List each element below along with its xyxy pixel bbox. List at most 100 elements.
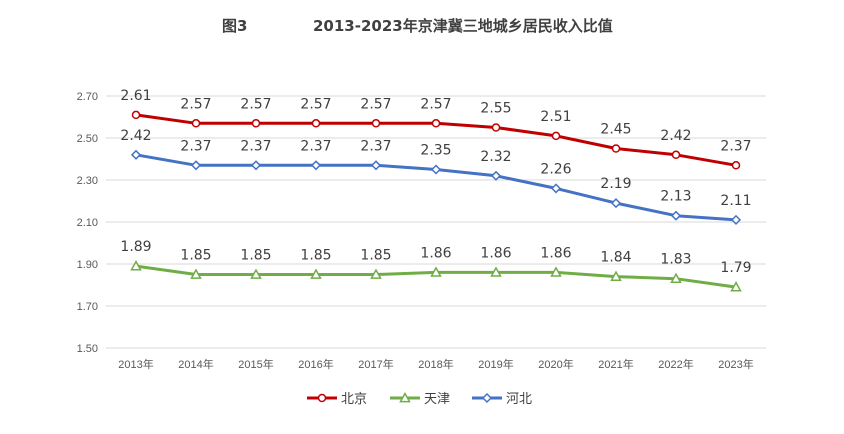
series-2 <box>130 149 742 225</box>
marker-diamond <box>310 160 322 171</box>
marker-circle <box>371 119 381 128</box>
x-tick-label: 2016年 <box>298 357 333 371</box>
y-tick-label: 1.50 <box>77 343 98 355</box>
marker-triangle <box>550 266 562 277</box>
marker-circle <box>611 144 621 153</box>
marker-triangle <box>310 268 322 279</box>
marker-triangle <box>610 270 622 281</box>
data-label: 2.13 <box>660 189 691 205</box>
x-axis-ticks: 2013年 2014年 2015年 2016年 2017年 2018年 2019年 2020年… <box>118 357 753 371</box>
data-label: 2.37 <box>720 138 751 154</box>
legend-label: 河北 <box>506 392 532 407</box>
x-tick-label: 2022年 <box>658 357 693 371</box>
y-tick-label: 1.70 <box>77 301 98 313</box>
data-label: 2.57 <box>180 96 211 112</box>
marker-triangle <box>370 268 382 279</box>
data-label: 2.37 <box>240 138 271 154</box>
marker-circle <box>251 119 261 128</box>
marker-diamond <box>670 210 682 221</box>
legend-item-2: 河北 <box>472 392 532 407</box>
data-label: 2.57 <box>420 96 451 112</box>
marker-diamond <box>250 160 262 171</box>
data-label: 2.57 <box>240 96 271 112</box>
data-label: 2.45 <box>600 122 631 138</box>
marker-circle <box>551 131 561 141</box>
x-tick-label: 2017年 <box>358 357 393 371</box>
marker-circle <box>491 123 501 132</box>
grid <box>106 95 766 349</box>
data-label: 1.89 <box>120 239 151 255</box>
marker-triangle <box>250 268 262 279</box>
data-labels: 2.61 2.57 2.57 2.57 2.57 2.57 2.55 2.51 2.45 2.42… <box>120 88 751 276</box>
chart-title: 2013-2023年京津冀三地城乡居民收入比值 <box>313 17 613 35</box>
x-tick-label: 2023年 <box>718 357 753 371</box>
marker-circle <box>431 119 441 128</box>
data-label: 2.32 <box>480 149 511 165</box>
marker-diamond <box>550 183 562 194</box>
x-tick-label: 2013年 <box>118 357 153 371</box>
x-tick-label: 2018年 <box>418 357 453 371</box>
data-label: 1.86 <box>420 245 451 261</box>
data-label: 2.37 <box>180 138 211 154</box>
x-tick-label: 2015年 <box>238 357 273 371</box>
x-tick-label: 2020年 <box>538 357 573 371</box>
marker-circle <box>731 161 741 170</box>
figure-label: 图3 <box>222 17 247 35</box>
data-label: 2.19 <box>600 176 631 192</box>
marker-circle <box>311 119 321 128</box>
data-label: 2.57 <box>300 96 331 112</box>
marker-triangle <box>670 272 682 284</box>
y-tick-label: 2.30 <box>77 175 98 187</box>
marker-diamond <box>481 392 493 404</box>
y-tick-label: 1.90 <box>77 259 98 271</box>
data-label: 1.85 <box>360 248 391 264</box>
data-label: 1.85 <box>300 248 331 264</box>
marker-diamond <box>130 149 142 160</box>
marker-circle <box>317 393 327 403</box>
marker-diamond <box>370 160 382 171</box>
data-label: 2.55 <box>480 101 511 117</box>
legend-item-0: 北京 <box>307 392 367 407</box>
data-label: 2.35 <box>420 143 451 159</box>
marker-triangle <box>490 266 502 277</box>
marker-circle <box>131 110 141 120</box>
data-label: 2.26 <box>540 161 571 177</box>
marker-diamond <box>190 160 202 171</box>
data-label: 1.86 <box>480 245 511 261</box>
data-label: 1.83 <box>660 252 691 268</box>
y-tick-label: 2.10 <box>77 217 98 229</box>
data-label: 2.61 <box>120 88 151 104</box>
marker-circle <box>191 119 201 128</box>
data-label: 2.51 <box>540 109 571 125</box>
marker-diamond <box>490 170 502 181</box>
legend-item-1: 天津 <box>390 391 450 407</box>
legend-label: 北京 <box>341 392 367 407</box>
marker-circle <box>671 150 681 160</box>
data-label: 2.37 <box>360 138 391 154</box>
x-tick-label: 2021年 <box>598 357 633 371</box>
marker-triangle <box>730 281 742 292</box>
data-label: 2.42 <box>120 128 151 144</box>
data-label: 2.37 <box>300 138 331 154</box>
marker-diamond <box>610 198 622 209</box>
x-tick-label: 2014年 <box>178 357 213 371</box>
data-label: 1.79 <box>720 260 751 276</box>
legend-label: 天津 <box>424 392 450 407</box>
data-label: 1.86 <box>540 245 571 261</box>
x-tick-label: 2019年 <box>478 357 513 371</box>
data-label: 2.11 <box>720 193 751 209</box>
marker-triangle <box>430 266 442 277</box>
marker-triangle <box>130 260 142 271</box>
legend: 北京 天津 河北 <box>307 391 532 407</box>
series <box>130 110 742 292</box>
data-label: 1.84 <box>600 250 631 266</box>
marker-triangle <box>190 268 202 279</box>
y-axis-ticks: 1.50 1.70 1.90 2.10 2.30 2.50 2.70 <box>77 91 98 355</box>
series-1 <box>130 260 742 292</box>
data-label: 1.85 <box>240 248 271 264</box>
series-0 <box>131 110 741 170</box>
marker-diamond <box>430 164 442 175</box>
y-tick-label: 2.70 <box>77 91 98 103</box>
data-label: 2.57 <box>360 96 391 112</box>
